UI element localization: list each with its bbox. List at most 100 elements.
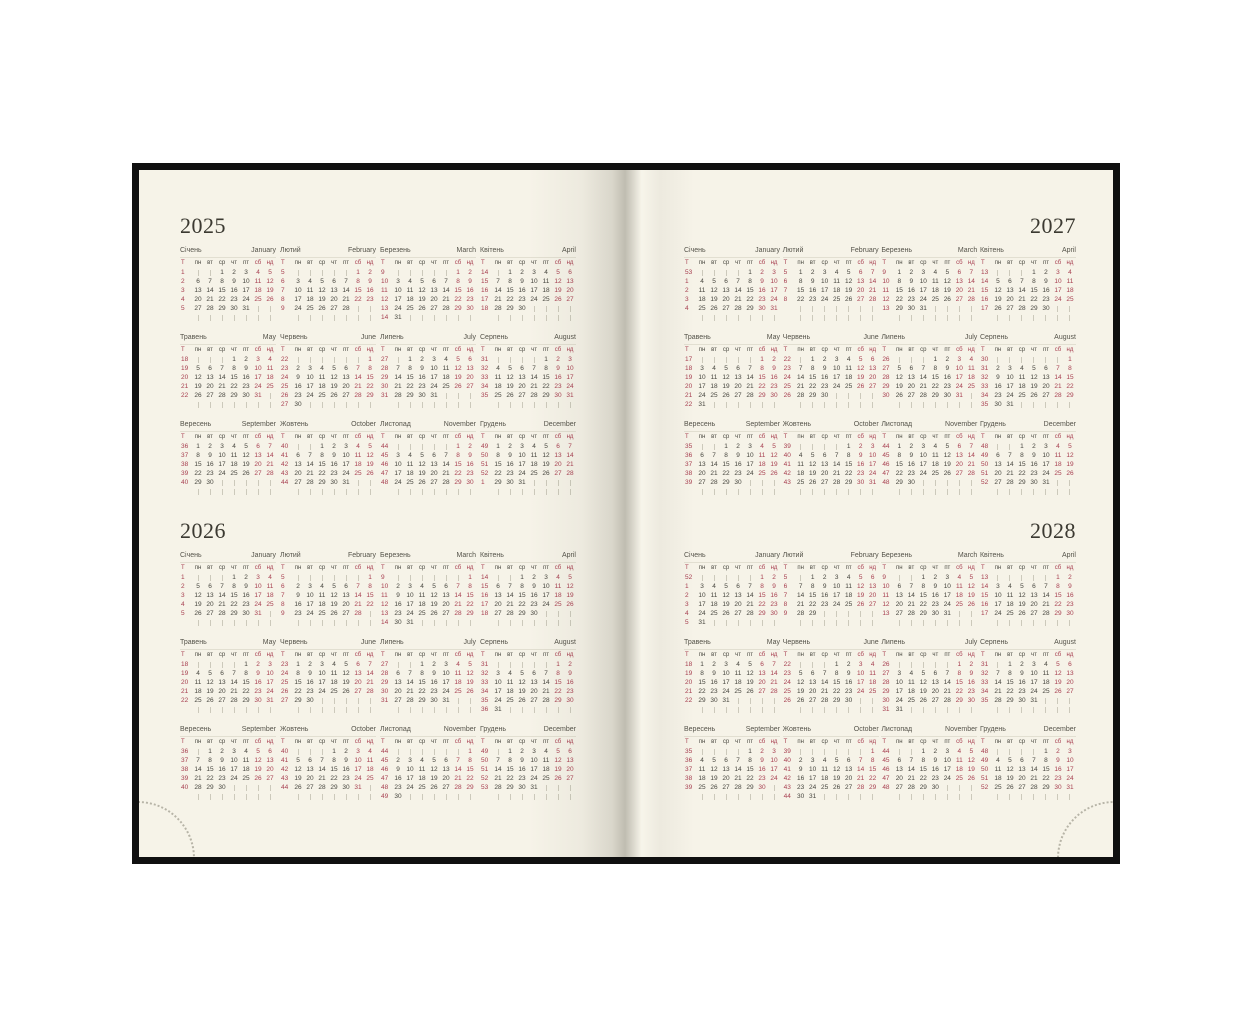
day-cell: 27 xyxy=(442,784,450,791)
empty-cell-tick xyxy=(970,706,972,713)
empty-day-cell xyxy=(795,355,807,364)
empty-cell-tick xyxy=(397,488,399,495)
day-cell: 14 xyxy=(218,592,226,599)
empty-day-cell xyxy=(352,304,364,313)
empty-day-cell xyxy=(340,696,352,705)
week-number-cell: 45 xyxy=(381,452,389,459)
day-cell: 9 xyxy=(933,583,938,590)
empty-day-cell xyxy=(404,573,416,582)
month-name-en: October xyxy=(351,421,376,428)
week-number-cell: 40 xyxy=(281,443,289,450)
day-cell: 17 xyxy=(1054,287,1062,294)
day-cell: 26 xyxy=(206,697,214,704)
day-cell: 11 xyxy=(758,452,766,459)
empty-day-cell xyxy=(316,268,328,277)
empty-day-cell xyxy=(364,304,376,313)
empty-day-cell xyxy=(540,783,552,792)
day-cell: 4 xyxy=(846,574,851,581)
empty-day-cell xyxy=(855,391,867,400)
empty-day-cell xyxy=(528,313,540,322)
day-cell: 18 xyxy=(967,374,975,381)
empty-cell-tick xyxy=(737,748,739,755)
weekday-header: нд xyxy=(1066,565,1074,571)
empty-day-cell xyxy=(340,792,352,801)
weekday-header: чт xyxy=(833,347,840,353)
empty-cell-tick xyxy=(557,314,559,321)
day-cell: 26 xyxy=(1066,470,1074,477)
month-name-en: November xyxy=(945,726,978,733)
day-cell: 21 xyxy=(746,383,754,390)
empty-cell-tick xyxy=(321,488,323,495)
empty-cell-tick xyxy=(209,488,211,495)
day-cell: 28 xyxy=(494,784,502,791)
day-cell: 24 xyxy=(833,601,841,608)
empty-cell-tick xyxy=(545,661,547,668)
empty-cell-tick xyxy=(257,784,259,791)
day-cell: 6 xyxy=(996,452,1000,459)
weekday-header: ср xyxy=(821,434,828,440)
weekday-header: чт xyxy=(531,739,537,745)
day-cell: 11 xyxy=(318,374,326,381)
day-cell: 15 xyxy=(1018,461,1026,468)
day-cell: 22 xyxy=(809,601,817,608)
day-cell: 10 xyxy=(722,670,730,677)
week-number-cell: 21 xyxy=(181,383,189,390)
day-cell: 18 xyxy=(530,461,538,468)
month-header: Липень July xyxy=(380,334,476,345)
empty-day-cell xyxy=(1028,618,1040,627)
day-cell: 13 xyxy=(734,592,742,599)
weekday-header: ср xyxy=(518,347,526,353)
day-cell: 20 xyxy=(566,766,574,773)
empty-day-cell xyxy=(1004,442,1016,451)
day-cell: 17 xyxy=(722,679,730,686)
empty-cell-tick xyxy=(1069,697,1071,704)
empty-day-cell xyxy=(941,400,953,409)
day-cell: 1 xyxy=(368,356,372,363)
weekday-header: сб xyxy=(254,434,262,440)
empty-cell-tick xyxy=(445,314,447,321)
weekday-header: пт xyxy=(543,260,549,266)
empty-day-cell xyxy=(1028,747,1040,756)
empty-day-cell xyxy=(228,792,240,801)
day-cell: 5 xyxy=(772,443,776,450)
day-cell: 7 xyxy=(532,365,536,372)
weekday-header: пн xyxy=(494,652,502,658)
day-cell: 8 xyxy=(810,365,815,372)
day-cell: 9 xyxy=(396,592,400,599)
day-cell: 23 xyxy=(394,610,402,617)
day-cell: 22 xyxy=(931,383,939,390)
weekday-header: пн xyxy=(494,565,502,571)
day-cell: 7 xyxy=(921,365,926,372)
month-name-uk: Травень xyxy=(180,334,207,341)
empty-cell-tick xyxy=(269,392,271,399)
weekday-header: вт xyxy=(507,260,513,266)
empty-cell-tick xyxy=(749,793,751,800)
weekday-header: чт xyxy=(833,739,840,745)
empty-day-cell xyxy=(352,573,364,582)
weekday-header: чт xyxy=(331,652,337,658)
day-cell: 12 xyxy=(857,365,865,372)
day-cell: 1 xyxy=(196,443,200,450)
weekday-header: вт xyxy=(307,434,313,440)
day-cell: 3 xyxy=(532,269,536,276)
day-cell: 7 xyxy=(232,670,236,677)
empty-day-cell xyxy=(807,400,819,409)
day-cell: 13 xyxy=(955,278,963,285)
empty-cell-tick xyxy=(397,443,399,450)
empty-cell-tick xyxy=(345,619,347,626)
day-cell: 7 xyxy=(368,661,372,668)
empty-cell-tick xyxy=(1021,488,1023,495)
day-cell: 6 xyxy=(724,278,728,285)
weekday-header: вт xyxy=(307,739,313,745)
day-cell: 16 xyxy=(430,679,438,686)
week-number-cell: 22 xyxy=(181,697,189,704)
day-cell: 12 xyxy=(770,452,778,459)
day-cell: 7 xyxy=(736,757,740,764)
empty-cell-tick xyxy=(749,479,751,486)
day-cell: 2 xyxy=(945,356,950,363)
day-cell: 16 xyxy=(242,592,250,599)
day-cell: 22 xyxy=(1030,296,1038,303)
